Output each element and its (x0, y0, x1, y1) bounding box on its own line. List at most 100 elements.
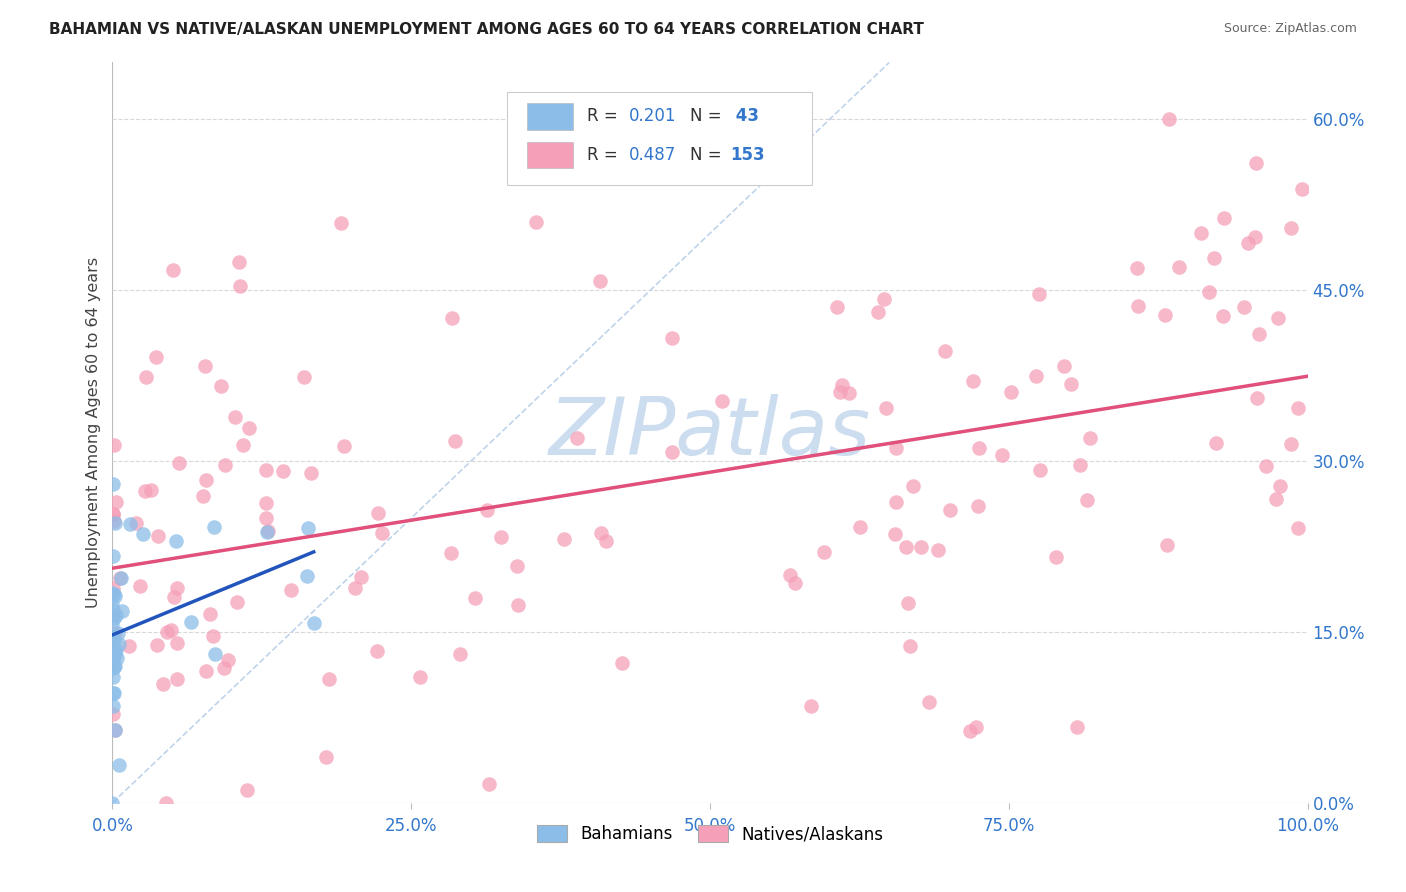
Point (783, 576, 806, 591)
Point (103, 515, 125, 529)
Point (101, 616, 124, 631)
Point (103, 634, 125, 648)
Point (927, 542, 949, 557)
Point (318, 672, 340, 686)
Point (595, 534, 617, 549)
Point (1291, 182, 1313, 196)
Point (1078, 432, 1101, 446)
Point (152, 677, 174, 691)
Point (302, 615, 325, 630)
Point (146, 529, 169, 543)
Point (101, 507, 124, 521)
Point (104, 723, 127, 738)
Point (825, 300, 848, 314)
Point (967, 441, 990, 455)
Point (343, 581, 366, 595)
Point (449, 647, 471, 661)
Point (101, 476, 124, 491)
Point (193, 489, 215, 503)
Point (204, 648, 226, 662)
Point (108, 758, 131, 772)
Point (110, 570, 132, 584)
Point (1246, 391, 1268, 405)
Point (104, 494, 127, 508)
Text: BAHAMIAN VS NATIVE/ALASKAN UNEMPLOYMENT AMONG AGES 60 TO 64 YEARS CORRELATION CH: BAHAMIAN VS NATIVE/ALASKAN UNEMPLOYMENT … (49, 22, 924, 37)
Point (366, 644, 388, 658)
Point (224, 410, 246, 425)
Point (813, 544, 835, 558)
Point (194, 473, 217, 487)
Point (232, 437, 254, 451)
Point (408, 670, 430, 684)
Point (104, 659, 127, 673)
Point (959, 724, 981, 739)
Point (506, 598, 529, 612)
Text: Source: ZipAtlas.com: Source: ZipAtlas.com (1223, 22, 1357, 36)
Point (104, 626, 127, 640)
Point (710, 394, 733, 409)
Point (831, 377, 853, 392)
Point (873, 292, 896, 306)
FancyBboxPatch shape (508, 92, 811, 185)
Point (105, 650, 128, 665)
Point (104, 608, 127, 623)
Point (212, 661, 235, 675)
Point (990, 448, 1012, 462)
Point (101, 598, 124, 612)
Point (1244, 156, 1267, 170)
Point (101, 796, 124, 810)
Point (295, 569, 318, 583)
Point (101, 603, 124, 617)
Point (280, 582, 302, 597)
Point (1279, 437, 1302, 451)
Point (333, 439, 356, 453)
Point (103, 587, 125, 601)
Y-axis label: Unemployment Among Ages 60 to 64 years: Unemployment Among Ages 60 to 64 years (86, 257, 101, 608)
Bar (527, 142, 572, 169)
Point (254, 510, 277, 524)
Point (104, 516, 127, 530)
Point (441, 311, 464, 326)
Point (565, 431, 588, 445)
Point (965, 720, 987, 734)
Point (166, 635, 188, 649)
Point (1189, 226, 1212, 240)
Point (101, 685, 124, 699)
Point (238, 421, 260, 435)
Point (145, 638, 167, 652)
Point (1264, 492, 1286, 507)
Point (101, 670, 124, 684)
Point (103, 660, 125, 674)
Point (894, 540, 917, 554)
Point (101, 653, 124, 667)
Text: ZIPatlas: ZIPatlas (548, 393, 872, 472)
Point (180, 615, 202, 630)
Point (1154, 309, 1177, 323)
Point (443, 434, 465, 449)
Point (128, 579, 150, 593)
Text: N =: N = (690, 108, 727, 126)
Point (1066, 720, 1088, 734)
Point (101, 660, 124, 674)
Point (475, 503, 498, 517)
Point (104, 643, 127, 657)
Point (101, 507, 124, 521)
Point (779, 567, 801, 582)
Point (103, 723, 125, 738)
Point (966, 499, 988, 513)
Point (118, 639, 141, 653)
Point (156, 625, 179, 640)
Point (292, 370, 315, 384)
Point (135, 370, 157, 384)
Point (254, 463, 277, 477)
Point (440, 546, 463, 560)
Point (1204, 252, 1226, 266)
Point (101, 630, 124, 644)
Point (108, 637, 131, 651)
Point (1025, 369, 1047, 384)
Point (103, 611, 125, 625)
Point (896, 596, 918, 610)
Point (661, 330, 683, 344)
Point (1126, 299, 1149, 313)
Point (236, 783, 259, 797)
